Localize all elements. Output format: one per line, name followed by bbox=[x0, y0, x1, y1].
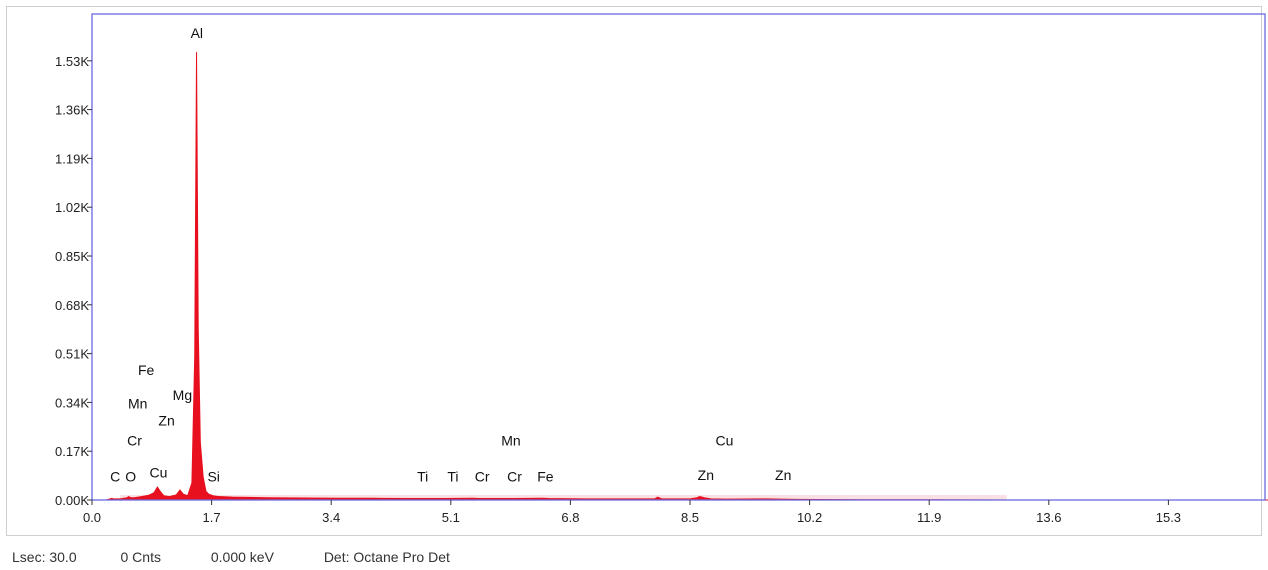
peak-label-cu: Cu bbox=[716, 432, 734, 448]
peak-label-ti: Ti bbox=[447, 469, 458, 485]
energy-readout: 0.000 keV bbox=[210, 549, 274, 565]
peak-label-mn: Mn bbox=[128, 396, 147, 412]
x-tick-label: 0.0 bbox=[83, 510, 101, 525]
y-tick-label: 0.00K bbox=[55, 493, 89, 508]
x-tick-label: 11.9 bbox=[917, 510, 941, 525]
y-tick-label: 1.02K bbox=[55, 200, 89, 215]
y-tick-label: 0.34K bbox=[55, 395, 89, 410]
y-tick-label: 0.51K bbox=[55, 347, 89, 362]
y-tick-label: 0.17K bbox=[55, 444, 89, 459]
x-tick-label: 5.1 bbox=[442, 510, 460, 525]
y-tick-label: 1.36K bbox=[55, 103, 89, 118]
peak-label-cr: Cr bbox=[507, 469, 522, 485]
x-tick-label: 3.4 bbox=[322, 510, 340, 525]
peak-label-mn: Mn bbox=[501, 432, 520, 448]
x-tick-label: 13.6 bbox=[1036, 510, 1061, 525]
x-tick-label: 8.5 bbox=[681, 510, 699, 525]
peak-label-zn: Zn bbox=[775, 467, 791, 483]
peak-label-ti: Ti bbox=[417, 469, 428, 485]
spectrum-panel bbox=[6, 6, 1262, 536]
peak-label-zn: Zn bbox=[698, 467, 714, 483]
y-tick-label: 0.68K bbox=[55, 298, 89, 313]
peak-label-cr: Cr bbox=[475, 469, 490, 485]
y-tick-label: 1.53K bbox=[55, 54, 89, 69]
x-tick-label: 10.2 bbox=[797, 510, 822, 525]
peak-label-zn: Zn bbox=[158, 412, 174, 428]
y-tick-label: 0.85K bbox=[55, 249, 89, 264]
counts-readout: 0 Cnts bbox=[120, 549, 161, 565]
peak-label-mg: Mg bbox=[173, 387, 192, 403]
x-tick-label: 15.3 bbox=[1156, 510, 1181, 525]
peak-label-cr: Cr bbox=[127, 432, 142, 448]
live-seconds: Lsec: 30.0 bbox=[12, 549, 77, 565]
peak-label-o: O bbox=[125, 469, 136, 485]
peak-label-cu: Cu bbox=[150, 465, 168, 481]
spectrum-series-0 bbox=[92, 52, 1268, 501]
continuum-band bbox=[120, 495, 1007, 500]
peak-label-fe: Fe bbox=[138, 362, 155, 378]
x-tick-label: 6.8 bbox=[561, 510, 579, 525]
status-bar: Lsec: 30.0 0 Cnts 0.000 keV Det: Octane … bbox=[12, 549, 450, 565]
y-tick-label: 1.19K bbox=[55, 151, 89, 166]
peak-label-si: Si bbox=[207, 469, 219, 485]
peak-label-fe: Fe bbox=[537, 469, 554, 485]
plot-border bbox=[91, 13, 1266, 501]
eds-spectrum-chart: 0.00K 0.17K 0.34K 0.51K 0.68K 0.85K 1.02K 1.19K… bbox=[55, 13, 1268, 525]
x-tick-label: 1.7 bbox=[203, 510, 221, 525]
peak-label-c: C bbox=[110, 469, 120, 485]
detector-name: Det: Octane Pro Det bbox=[323, 549, 450, 565]
peak-label-al: Al bbox=[191, 25, 203, 41]
